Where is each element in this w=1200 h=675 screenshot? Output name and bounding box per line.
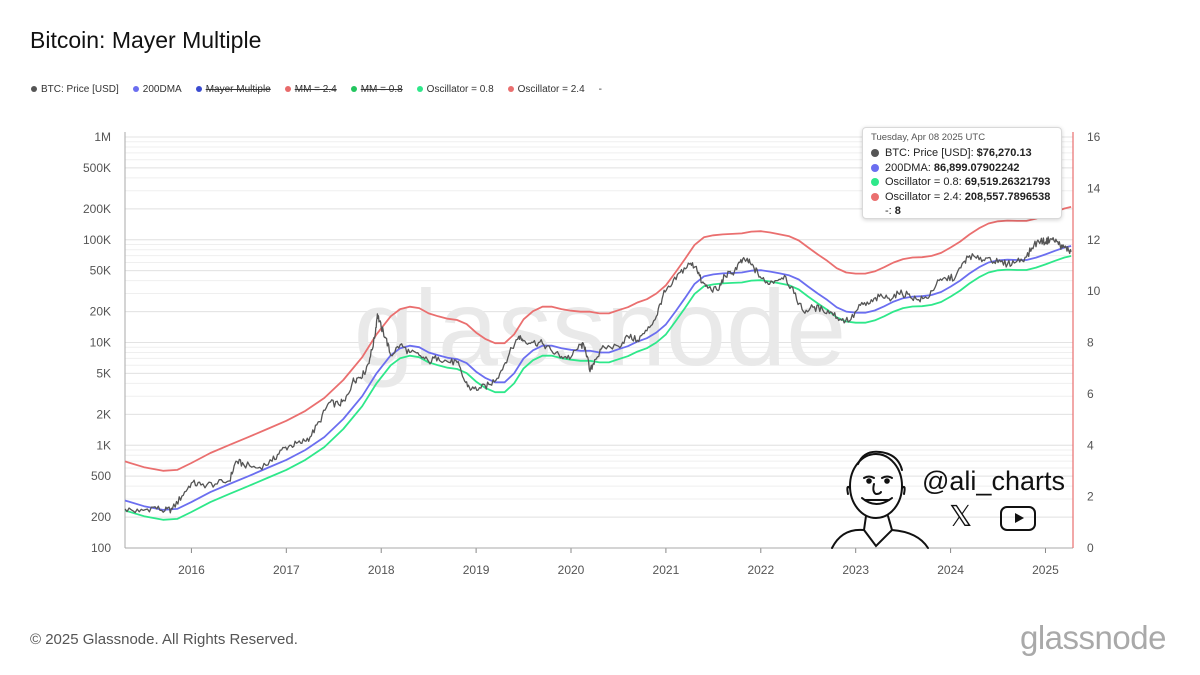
chart-watermark: glassnode [354, 267, 846, 388]
tooltip-dot-osc-low [871, 178, 879, 187]
avatar-caricature-icon [831, 450, 929, 549]
tooltip-value-osc-high: 208,557.7896538 [964, 190, 1051, 203]
y-tick-label: 200K [83, 202, 111, 216]
legend-dot-1 [132, 86, 139, 92]
tooltip-row-osc-low: Oscillator = 0.8: 69,519.26321793 [871, 175, 1053, 190]
tooltip-row-200dma: 200DMA: 86,899.07902242 [871, 161, 1053, 176]
tooltip-dot-osc-high [871, 192, 879, 201]
legend-dot-4 [350, 86, 357, 92]
y-tick-label: 100 [91, 541, 111, 555]
legend-dot-0 [31, 86, 37, 92]
x-tick-label: 2020 [558, 563, 585, 577]
legend-label-5: Oscillator = 0.8 [426, 83, 494, 95]
credit-handle: @ali_charts [922, 466, 1065, 496]
legend-label-0: BTC: Price [USD] [41, 83, 119, 95]
youtube-play-icon [1015, 513, 1024, 523]
y-tick-label: 2K [96, 407, 111, 421]
legend-label-3: MM = 2.4 [294, 83, 337, 95]
y-tick-label: 100K [83, 233, 111, 247]
y-tick-label: 5K [96, 366, 111, 380]
legend-item-0[interactable]: BTC: Price [USD] [31, 84, 119, 95]
x-tick-label: 2019 [463, 563, 490, 577]
tooltip-label-price: BTC: Price [USD]: [885, 147, 974, 160]
y-tick-label: 1M [94, 130, 111, 144]
y-tick-label: 500K [83, 161, 111, 175]
y2-tick-label: 2 [1087, 490, 1094, 504]
legend-item-2[interactable]: Mayer Multiple [195, 83, 271, 95]
series-line-btc-price-usd- [124, 236, 1072, 514]
y2-tick-label: 12 [1087, 233, 1101, 247]
legend-label-4: MM = 0.8 [360, 83, 403, 95]
tooltip-label-osc-low: Oscillator = 0.8: [885, 176, 962, 189]
legend-dot-2 [195, 86, 202, 92]
legend-item-5[interactable]: Oscillator = 0.8 [416, 83, 494, 95]
x-tick-label: 2025 [1032, 563, 1059, 577]
y2-tick-label: 6 [1087, 387, 1094, 401]
legend-label-2: Mayer Multiple [205, 83, 271, 95]
tooltip-label-extra: -: [885, 205, 892, 218]
x-tick-label: 2024 [937, 563, 964, 577]
legend-item-1[interactable]: 200DMA [132, 83, 182, 95]
copyright-footer: © 2025 Glassnode. All Rights Reserved. [30, 631, 298, 648]
y2-tick-label: 8 [1087, 336, 1094, 350]
y-tick-label: 50K [90, 264, 111, 278]
y2-tick-label: 16 [1087, 130, 1101, 144]
x-logo-icon[interactable]: 𝕏 [949, 501, 973, 533]
tooltip-row-price: BTC: Price [USD]: $76,270.13 [871, 146, 1053, 161]
tooltip-label-200dma: 200DMA: [885, 161, 931, 174]
tooltip-date: Tuesday, Apr 08 2025 UTC [871, 132, 986, 143]
x-tick-label: 2017 [273, 563, 300, 577]
y2-tick-label: 14 [1087, 181, 1101, 195]
x-tick-label: 2021 [653, 563, 680, 577]
youtube-icon[interactable] [1000, 506, 1036, 531]
x-tick-label: 2016 [178, 563, 205, 577]
x-tick-label: 2022 [747, 563, 774, 577]
y2-tick-label: 0 [1087, 541, 1094, 555]
y2-tick-label: 10 [1087, 284, 1101, 298]
page-title: Bitcoin: Mayer Multiple [30, 27, 262, 53]
y-tick-label: 1K [96, 438, 111, 452]
series-line-oscillator-2-4 [124, 206, 1072, 472]
tooltip-dot-200dma [871, 163, 879, 172]
legend-item-3[interactable]: MM = 2.4 [284, 83, 337, 95]
tooltip-row-osc-high: Oscillator = 2.4: 208,557.7896538 [871, 190, 1053, 205]
tooltip-label-osc-high: Oscillator = 2.4: [885, 190, 962, 203]
series-line-oscillator-0-8 [124, 255, 1072, 521]
brand-logo: glassnode [1020, 619, 1166, 656]
legend-label-6: Oscillator = 2.4 [517, 83, 585, 95]
y2-tick-label: 4 [1087, 438, 1094, 452]
legend-dot-5 [416, 86, 423, 92]
chart-legend: BTC: Price [USD] 200DMA Mayer Multiple MM =… [31, 82, 616, 96]
series-line-200dma [124, 245, 1072, 511]
tooltip-value-200dma: 86,899.07902242 [933, 161, 1020, 174]
legend-label-7: - [598, 83, 602, 95]
legend-dot-6 [507, 86, 514, 92]
x-tick-label: 2023 [842, 563, 869, 577]
legend-item-7[interactable]: - [599, 84, 602, 95]
y-tick-label: 500 [91, 469, 111, 483]
tooltip-value-osc-low: 69,519.26321793 [964, 176, 1051, 189]
y-tick-label: 200 [91, 510, 111, 524]
legend-label-1: 200DMA [142, 83, 182, 95]
chart-tooltip: Tuesday, Apr 08 2025 UTC BTC: Price [USD… [862, 127, 1062, 219]
y-tick-label: 10K [90, 336, 111, 350]
tooltip-dot-price [871, 149, 879, 158]
y-tick-label: 20K [90, 305, 111, 319]
legend-item-6[interactable]: Oscillator = 2.4 [507, 83, 585, 95]
x-tick-label: 2018 [368, 563, 395, 577]
tooltip-value-price: $76,270.13 [976, 147, 1032, 160]
legend-item-4[interactable]: MM = 0.8 [350, 83, 403, 95]
legend-dot-3 [284, 86, 291, 92]
tooltip-row-extra: -: 8 [871, 204, 1053, 219]
tooltip-value-extra: 8 [894, 205, 901, 218]
